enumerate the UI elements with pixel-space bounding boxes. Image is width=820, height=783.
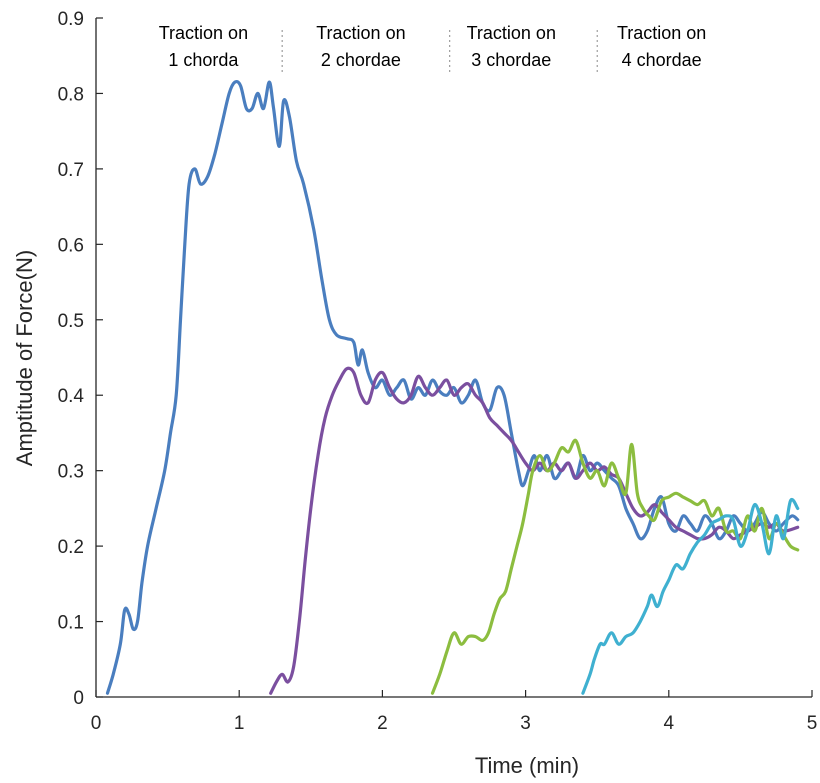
- force-series: [105, 79, 800, 695]
- traction-annotation: Traction on 2 chordae: [316, 23, 405, 70]
- annotation-line: Traction on: [316, 23, 405, 43]
- y-axis-title: Amptitude of Force(N): [12, 250, 37, 466]
- x-tick-label: 4: [664, 713, 675, 734]
- x-tick-label: 2: [377, 713, 388, 734]
- x-tick-label: 3: [520, 713, 531, 734]
- y-tick-label: 0.7: [58, 160, 84, 181]
- y-tick-label: 0.5: [58, 311, 84, 332]
- y-tick-label: 0.2: [58, 537, 84, 558]
- series-line-4: [581, 498, 800, 695]
- x-tick-label: 1: [234, 713, 245, 734]
- annotation-line: Traction on: [617, 23, 706, 43]
- traction-annotation: Traction on 1 chorda: [159, 23, 248, 70]
- annotation-line: 3 chordae: [471, 50, 551, 70]
- traction-annotation: Traction on 3 chordae: [467, 23, 556, 70]
- y-tick-label: 0.3: [58, 462, 84, 483]
- axes: 0 0.1 0.2 0.3 0.4 0.5 0.6 0.7 0.8 0.9 0 1 2 3 4 5: [58, 9, 818, 734]
- y-tick-label: 0.4: [58, 386, 85, 407]
- annotation-line: Traction on: [159, 23, 248, 43]
- y-tick-label: 0.1: [58, 613, 84, 634]
- annotation-line: Traction on: [467, 23, 556, 43]
- annotation-line: 4 chordae: [622, 50, 702, 70]
- y-tick-label: 0.6: [58, 235, 84, 256]
- annotation-line: 2 chordae: [321, 50, 401, 70]
- y-tick-label: 0.8: [58, 84, 84, 105]
- y-tick-label: 0.9: [58, 9, 84, 30]
- series-line-2: [269, 366, 800, 695]
- y-tick-label: 0: [73, 688, 84, 709]
- series-line-1: [105, 79, 800, 695]
- annotation-line: 1 chorda: [168, 50, 239, 70]
- x-tick-label: 0: [91, 713, 102, 734]
- x-tick-label: 5: [807, 713, 818, 734]
- x-axis-title: Time (min): [475, 753, 579, 778]
- series-line-3: [430, 438, 800, 695]
- section-dividers: [281, 30, 598, 74]
- traction-annotation: Traction on 4 chordae: [617, 23, 706, 70]
